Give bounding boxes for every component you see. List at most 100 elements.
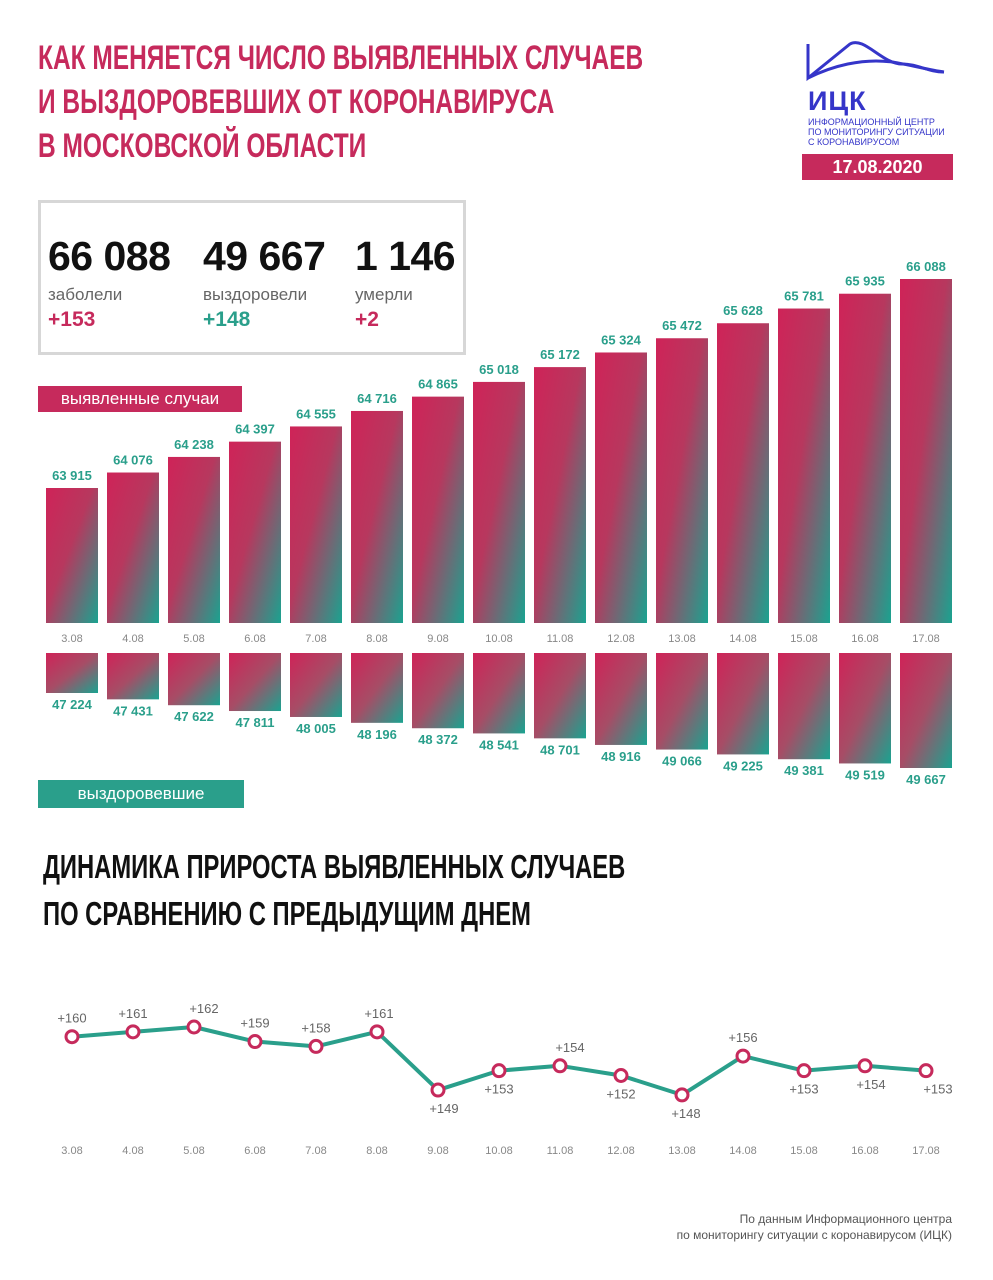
dynamics-title: ДИНАМИКА ПРИРОСТА ВЫЯВЛЕННЫХ СЛУЧАЕВ ПО … (43, 843, 625, 937)
recovered-bar (168, 653, 220, 706)
stat-recovered-delta: +148 (203, 308, 251, 331)
increase-point (857, 1058, 873, 1074)
x-tick-label: 8.08 (366, 633, 387, 645)
cases-bar (290, 426, 342, 623)
cases-bar-label: 65 472 (662, 318, 702, 333)
x-tick-label: 11.08 (547, 633, 574, 645)
recovered-bar-label: 48 196 (357, 727, 397, 742)
stat-died-value: 1 146 (355, 233, 456, 279)
line-x-tick-label: 15.08 (790, 1145, 818, 1157)
line-x-tick-label: 14.08 (729, 1145, 757, 1157)
cases-bar (778, 308, 830, 623)
recovered-bar-label: 49 225 (723, 758, 763, 773)
cases-bar (595, 352, 647, 623)
recovered-bar (473, 653, 525, 734)
cases-bar-label: 64 555 (296, 406, 336, 421)
stat-died-label: умерли (355, 285, 413, 304)
cases-bar-label: 64 397 (235, 422, 275, 437)
recovered-bar-label: 49 066 (662, 754, 702, 769)
daily-increase-line-chart: +160 3.08 +161 4.08 +162 5.08 +159 6.08 +158 7.08… (57, 1001, 952, 1157)
logo-subtitle: ИНФОРМАЦИОННЫЙ ЦЕНТР ПО МОНИТОРИНГУ СИТУ… (808, 117, 945, 147)
line-x-tick-label: 4.08 (122, 1145, 143, 1157)
cases-bar-label: 65 172 (540, 347, 580, 362)
stat-infected: 66 088 заболели +153 (48, 233, 171, 332)
stat-died: 1 146 умерли +2 (355, 233, 456, 332)
increase-point (186, 1019, 202, 1035)
line-x-tick-label: 13.08 (668, 1145, 696, 1157)
recovered-bar-label: 47 224 (52, 697, 93, 712)
increase-point (369, 1024, 385, 1040)
cases-bar-label: 64 716 (357, 391, 397, 406)
increase-label: +160 (57, 1011, 86, 1026)
x-tick-label: 17.08 (912, 633, 940, 645)
increase-label: +162 (189, 1001, 218, 1016)
x-tick-label: 9.08 (427, 633, 448, 645)
line-x-tick-label: 10.08 (485, 1145, 513, 1157)
stat-recovered-value: 49 667 (203, 233, 326, 279)
recovered-bar (290, 653, 342, 717)
increase-label: +153 (789, 1082, 818, 1097)
increase-point (308, 1038, 324, 1054)
increase-point (918, 1063, 934, 1079)
cases-bar (900, 279, 952, 623)
x-tick-label: 3.08 (61, 633, 82, 645)
stat-recovered-label: выздоровели (203, 285, 308, 304)
increase-label: +152 (606, 1087, 635, 1102)
x-tick-label: 12.08 (607, 633, 635, 645)
increase-point (64, 1029, 80, 1045)
increase-point (735, 1048, 751, 1064)
cases-bar-label: 64 076 (113, 453, 153, 468)
cases-tag: выявленные случаи (38, 386, 242, 412)
recovered-bar (839, 653, 891, 764)
recovered-bar-label: 47 811 (235, 715, 274, 730)
cases-bar-label: 63 915 (52, 468, 92, 483)
increase-label: +161 (118, 1006, 147, 1021)
cases-bar (412, 396, 464, 623)
cases-bar-label: 66 088 (906, 259, 946, 274)
increase-label: +148 (671, 1106, 700, 1121)
line-x-tick-label: 8.08 (366, 1145, 387, 1157)
line-x-tick-label: 9.08 (427, 1145, 448, 1157)
line-x-tick-label: 16.08 (851, 1145, 879, 1157)
increase-label: +149 (429, 1101, 458, 1116)
cases-bar-label: 64 238 (174, 437, 214, 452)
x-tick-label: 13.08 (668, 633, 696, 645)
increase-label: +154 (555, 1040, 584, 1055)
increase-label: +154 (856, 1077, 885, 1092)
stat-recovered: 49 667 выздоровели +148 (203, 233, 326, 332)
cases-bar (168, 456, 220, 623)
increase-point (430, 1082, 446, 1098)
recovered-bar (717, 653, 769, 755)
stat-died-delta: +2 (355, 308, 379, 331)
cases-bar-label: 65 781 (784, 289, 824, 304)
recovered-bar (778, 653, 830, 760)
x-tick-label: 7.08 (305, 633, 326, 645)
main-title: КАК МЕНЯЕТСЯ ЧИСЛО ВЫЯВЛЕННЫХ СЛУЧАЕВ И … (38, 36, 643, 168)
line-x-tick-label: 6.08 (244, 1145, 265, 1157)
increase-point (674, 1087, 690, 1103)
icc-logo-icon (806, 41, 945, 82)
increase-point (613, 1068, 629, 1083)
increase-label: +153 (923, 1082, 952, 1097)
x-tick-label: 14.08 (729, 633, 757, 645)
increase-point (491, 1063, 507, 1079)
title-line-3: В МОСКОВСКОЙ ОБЛАСТИ (38, 127, 367, 165)
cases-bar (229, 441, 281, 623)
recovered-bar-label: 48 541 (479, 737, 519, 752)
increase-label: +158 (301, 1020, 330, 1035)
recovered-bar (534, 653, 586, 739)
x-tick-label: 16.08 (851, 633, 879, 645)
source-footer: По данным Информационного центра по мони… (676, 1212, 952, 1242)
cases-bar-label: 65 324 (601, 332, 642, 347)
increase-point (552, 1058, 568, 1074)
increase-point (247, 1034, 263, 1050)
x-tick-label: 15.08 (790, 633, 818, 645)
title-line-2: И ВЫЗДОРОВЕВШИХ ОТ КОРОНАВИРУСА (38, 83, 555, 121)
cases-bar-label: 64 865 (418, 377, 458, 392)
cases-bar-label: 65 628 (723, 303, 763, 318)
x-tick-label: 6.08 (244, 633, 265, 645)
cases-bar (46, 488, 98, 623)
x-tick-label: 5.08 (183, 633, 204, 645)
stat-infected-delta: +153 (48, 308, 96, 331)
line-x-tick-label: 12.08 (607, 1145, 635, 1157)
